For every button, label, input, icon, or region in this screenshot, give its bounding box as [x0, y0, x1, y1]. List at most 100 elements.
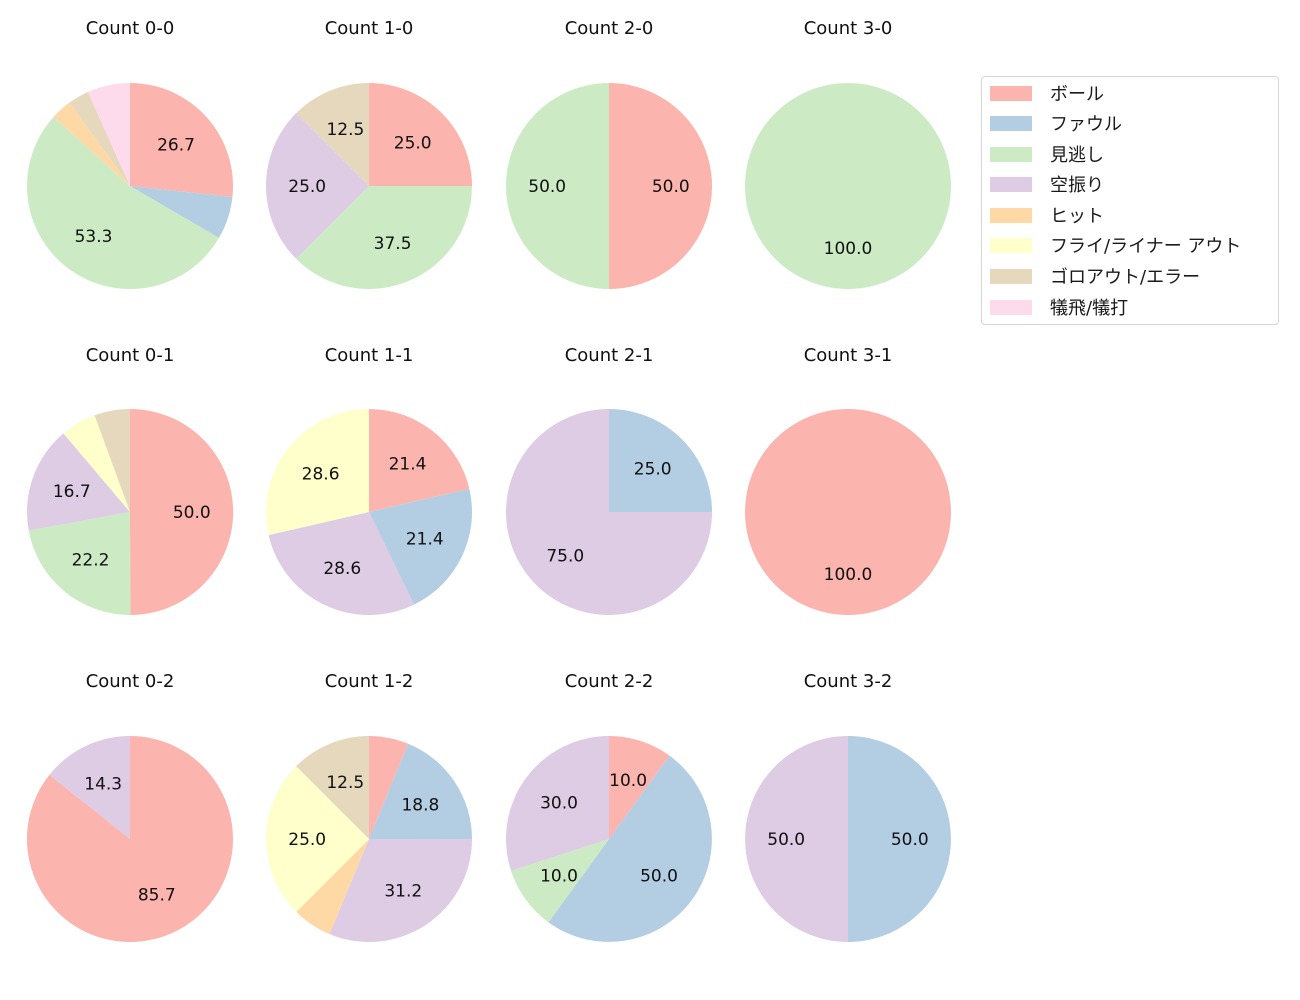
legend-item-fly-liner-out: フライ/ライナー アウト — [990, 233, 1241, 257]
wedge-percent-label: 50.0 — [528, 177, 566, 197]
wedge-percent-label: 85.7 — [138, 886, 176, 906]
wedge-percent-label: 16.7 — [53, 482, 91, 502]
pie-chart: Count 1-1 21.4 21.4 28.6 28.6 — [265, 345, 473, 616]
legend-item-hit: ヒット — [990, 203, 1104, 227]
pie-wedge — [369, 743, 473, 840]
chart-title: Count 2-0 — [565, 18, 654, 39]
pie-wedge — [609, 83, 712, 289]
pie-wedge — [369, 83, 472, 186]
chart-title: Count 1-2 — [325, 671, 414, 692]
legend-label: ヒット — [1050, 206, 1104, 227]
wedge-percent-label: 25.0 — [288, 177, 326, 197]
pie-wedge — [296, 736, 369, 839]
pie-wedge — [848, 736, 951, 942]
legend-label: フライ/ライナー アウト — [1050, 236, 1242, 257]
pie-wedge — [296, 186, 472, 289]
wedge-percent-label: 28.6 — [323, 559, 361, 579]
pie-wedge — [28, 512, 131, 616]
wedge-percent-label: 50.0 — [767, 830, 805, 850]
pie-wedge — [609, 736, 670, 839]
chart-title: Count 2-2 — [565, 671, 654, 692]
wedge-percent-label: 50.0 — [891, 830, 929, 850]
pie-wedge — [53, 102, 130, 186]
legend-label: 見逃し — [1050, 145, 1104, 166]
legend-label: ボール — [1050, 84, 1104, 105]
wedge-percent-label: 25.0 — [634, 459, 672, 479]
pie-wedge — [266, 113, 369, 259]
pie-chart: Count 0-1 50.0 22.2 16.7 — [26, 345, 234, 616]
wedge-percent-label: 75.0 — [546, 547, 584, 567]
pie-wedge — [296, 83, 369, 186]
legend-swatch — [990, 268, 1032, 284]
pie-wedge — [369, 736, 409, 839]
pie-wedge — [745, 83, 951, 289]
legend-label: 空振り — [1050, 175, 1104, 196]
wedge-percent-label: 18.8 — [401, 796, 439, 816]
pie-wedge — [369, 488, 473, 605]
pie-wedge — [26, 736, 233, 943]
pie-wedge — [266, 766, 369, 912]
pie-chart: Count 1-2 18.8 31.2 25.0 12.5 — [266, 671, 473, 942]
legend-item-swinging-strike: 空振り — [990, 172, 1104, 196]
pie-wedge — [130, 408, 234, 615]
wedge-percent-label: 26.7 — [157, 136, 195, 156]
wedge-percent-label: 21.4 — [389, 455, 427, 475]
pie-chart: Count 0-2 85.7 14.3 — [26, 671, 233, 943]
wedge-percent-label: 50.0 — [640, 866, 678, 886]
pie-wedge — [369, 409, 470, 512]
pie-wedge — [506, 83, 609, 289]
legend-item-ground-out-error: ゴロアウト/エラー — [990, 264, 1200, 288]
wedge-percent-label: 31.2 — [384, 881, 422, 901]
pie-wedge — [745, 736, 848, 942]
chart-title: Count 1-1 — [325, 345, 414, 366]
pie-wedge — [548, 755, 712, 942]
wedge-percent-label: 50.0 — [652, 177, 690, 197]
chart-title: Count 1-0 — [325, 18, 414, 39]
legend-swatch — [990, 85, 1032, 101]
wedge-percent-label: 30.0 — [540, 794, 578, 814]
pie-chart: Count 2-2 10.0 50.0 10.0 30.0 — [505, 671, 712, 942]
legend-item-called-strike: 見逃し — [990, 142, 1104, 166]
legend-label: 犠飛/犠打 — [1050, 298, 1129, 319]
legend-swatch — [990, 176, 1032, 192]
pie-wedge — [130, 83, 233, 197]
chart-title: Count 3-2 — [804, 671, 893, 692]
pie-wedge — [609, 409, 712, 512]
legend-swatch — [990, 207, 1032, 223]
chart-title: Count 3-0 — [804, 18, 893, 39]
wedge-percent-label: 12.5 — [326, 773, 364, 793]
legend-label: ゴロアウト/エラー — [1050, 267, 1201, 288]
pie-wedge — [49, 736, 130, 839]
legend-label: ファウル — [1050, 114, 1122, 135]
pie-wedge — [94, 409, 130, 512]
wedge-percent-label: 10.0 — [609, 771, 647, 791]
pie-wedge — [506, 409, 712, 615]
pie-wedge — [268, 512, 415, 616]
chart-title: Count 2-1 — [565, 345, 654, 366]
pie-wedge — [69, 91, 130, 186]
wedge-percent-label: 10.0 — [540, 866, 578, 886]
legend-item-foul: ファウル — [990, 111, 1122, 135]
pie-chart: Count 2-0 50.0 50.0 — [506, 18, 712, 289]
chart-title: Count 3-1 — [804, 345, 893, 366]
legend-swatch — [990, 237, 1032, 253]
legend-item-sacrifice: 犠飛/犠打 — [990, 295, 1128, 319]
chart-title: Count 0-1 — [86, 345, 175, 366]
wedge-percent-label: 100.0 — [824, 565, 873, 585]
legend-swatch — [990, 146, 1032, 162]
pie-wedge — [296, 839, 369, 935]
pie-wedge — [130, 186, 233, 238]
wedge-percent-label: 22.2 — [72, 551, 110, 571]
pie-wedge — [26, 116, 219, 290]
legend-swatch — [990, 115, 1032, 131]
legend-item-ball: ボール — [990, 81, 1104, 105]
pie-chart: Count 3-1 100.0 — [745, 345, 951, 615]
wedge-percent-label: 100.0 — [824, 239, 873, 259]
pie-wedge — [87, 83, 130, 186]
wedge-percent-label: 14.3 — [84, 774, 122, 794]
legend-swatch — [990, 299, 1032, 315]
pie-wedge — [745, 409, 951, 615]
pie-wedge — [26, 433, 131, 531]
pie-wedge — [329, 839, 472, 942]
